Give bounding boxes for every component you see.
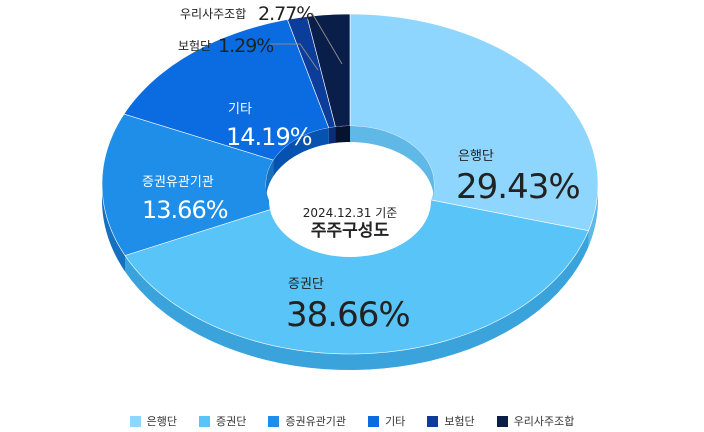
slice-value-2: 13.66% — [142, 196, 228, 224]
legend-label-4: 보험단 — [444, 415, 475, 428]
slice-inner-0-0 — [350, 126, 434, 200]
chart-legend: 은행단 증권단 증권유관기관 기타 보험단 우리사주조합 — [0, 410, 704, 432]
legend-item-3: 기타 — [368, 410, 405, 432]
callout-value-4: 1.29% — [218, 35, 273, 57]
donut-hole — [269, 145, 431, 257]
legend-swatch-5 — [496, 415, 508, 427]
callout-name-4: 보험단 — [178, 39, 211, 53]
legend-swatch-3 — [368, 415, 380, 427]
slice-inner-2-1 — [266, 160, 274, 200]
slice-inner-5-1 — [335, 126, 350, 143]
callout-name-5: 우리사주조합 — [180, 7, 246, 21]
legend-label-3: 기타 — [385, 415, 406, 428]
slice-labels: 은행단 29.43% 증권단 38.66% 증권유관기관 13.66% 기타 14.19% 보험… — [142, 3, 581, 335]
legend-item-5: 우리사주조합 — [496, 410, 575, 432]
legend-item-0: 은행단 — [129, 410, 177, 432]
legend-item-4: 보험단 — [427, 410, 475, 432]
legend-swatch-2 — [268, 415, 280, 427]
callout-line-4 — [270, 43, 319, 71]
legend-label-5: 우리사주조합 — [513, 415, 575, 428]
legend-item-2: 증권유관기관 — [268, 410, 346, 432]
legend-swatch-1 — [198, 415, 210, 427]
slice-inner-4-1 — [328, 126, 336, 144]
slice-value-3: 14.19% — [226, 123, 312, 151]
legend-swatch-0 — [129, 415, 141, 427]
legend-item-1: 증권단 — [198, 410, 247, 432]
donut-sides — [102, 184, 598, 370]
callout-value-5: 2.77% — [258, 3, 313, 25]
legend-label-2: 증권유관기관 — [285, 415, 347, 428]
slice-name-2: 증권유관기관 — [142, 175, 214, 190]
legend-swatch-4 — [427, 415, 439, 427]
center-title: 주주구성도 — [311, 221, 390, 241]
donut-inner-wall — [266, 126, 434, 257]
legend-label-1: 증권단 — [215, 415, 247, 428]
center-label: 2024.12.31 기준 주주구성도 — [303, 206, 398, 241]
slice-inner-3-1 — [273, 127, 329, 177]
slice-value-0: 29.43% — [456, 167, 580, 207]
slice-name-3: 기타 — [228, 102, 252, 117]
slice-name-1: 증권단 — [288, 277, 324, 292]
slice-name-0: 은행단 — [458, 148, 494, 164]
legend-label-0: 은행단 — [146, 415, 177, 428]
slice-side-2 — [102, 184, 126, 272]
callout-line-5 — [311, 12, 343, 65]
slice-value-1: 38.66% — [286, 295, 410, 335]
slice-side-1 — [125, 230, 589, 370]
slice-side-0 — [588, 184, 598, 247]
center-date: 2024.12.31 기준 — [303, 206, 398, 220]
